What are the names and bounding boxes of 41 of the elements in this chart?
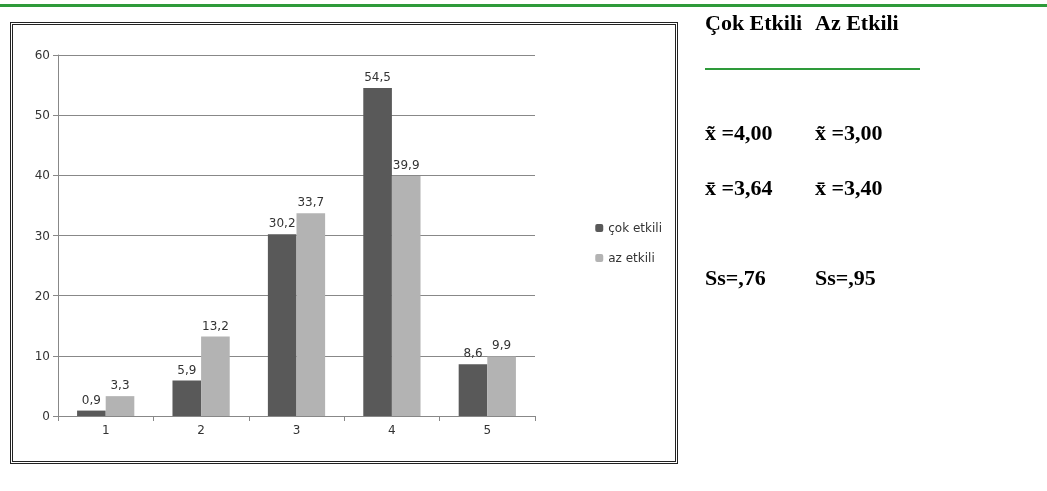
text: Az Etkili	[815, 10, 899, 36]
x-tick-label: 3	[292, 423, 301, 437]
y-tick-label: 20	[34, 288, 50, 303]
legend-label: çok etkili	[608, 221, 663, 235]
text: x̃ =3,00	[815, 120, 883, 146]
bar	[391, 175, 421, 416]
text: x̄ =3,64	[705, 175, 773, 201]
x-tick-label: 1	[101, 423, 110, 437]
y-tick-label: 10	[34, 348, 50, 363]
bar	[201, 336, 230, 416]
text: x̄ =3,40	[815, 175, 883, 201]
data-label: 30,2	[268, 216, 296, 231]
y-tick-label: 50	[34, 108, 50, 123]
data-label: 54,5	[364, 70, 391, 85]
legend-label: az etkili	[608, 251, 655, 265]
y-tick-label: 0	[42, 409, 50, 423]
text: Ss=,76	[705, 265, 766, 291]
bar	[363, 88, 392, 416]
text: x̃ =4,00	[705, 120, 773, 146]
data-label: 39,9	[392, 157, 420, 172]
data-label: 5,9	[177, 362, 197, 377]
text: Ss=,95	[815, 265, 876, 291]
y-tick-label: 40	[34, 168, 50, 183]
bar	[267, 234, 297, 416]
data-label: 33,7	[297, 195, 325, 210]
y-tick-label: 60	[34, 48, 50, 62]
x-tick-label: 2	[197, 423, 205, 437]
data-label: 3,3	[110, 378, 130, 393]
data-label: 0,9	[81, 392, 101, 407]
y-tick-label: 30	[34, 228, 50, 243]
x-tick-label: 4	[388, 423, 396, 437]
data-label: 9,9	[492, 338, 512, 353]
text: Çok Etkili	[705, 10, 803, 36]
bar	[487, 356, 516, 416]
bar	[296, 213, 326, 416]
bar	[105, 396, 135, 416]
bar	[458, 364, 488, 416]
bar	[172, 380, 202, 416]
bar	[77, 410, 106, 416]
data-label: 13,2	[202, 318, 229, 333]
x-tick-label: 5	[483, 423, 492, 437]
